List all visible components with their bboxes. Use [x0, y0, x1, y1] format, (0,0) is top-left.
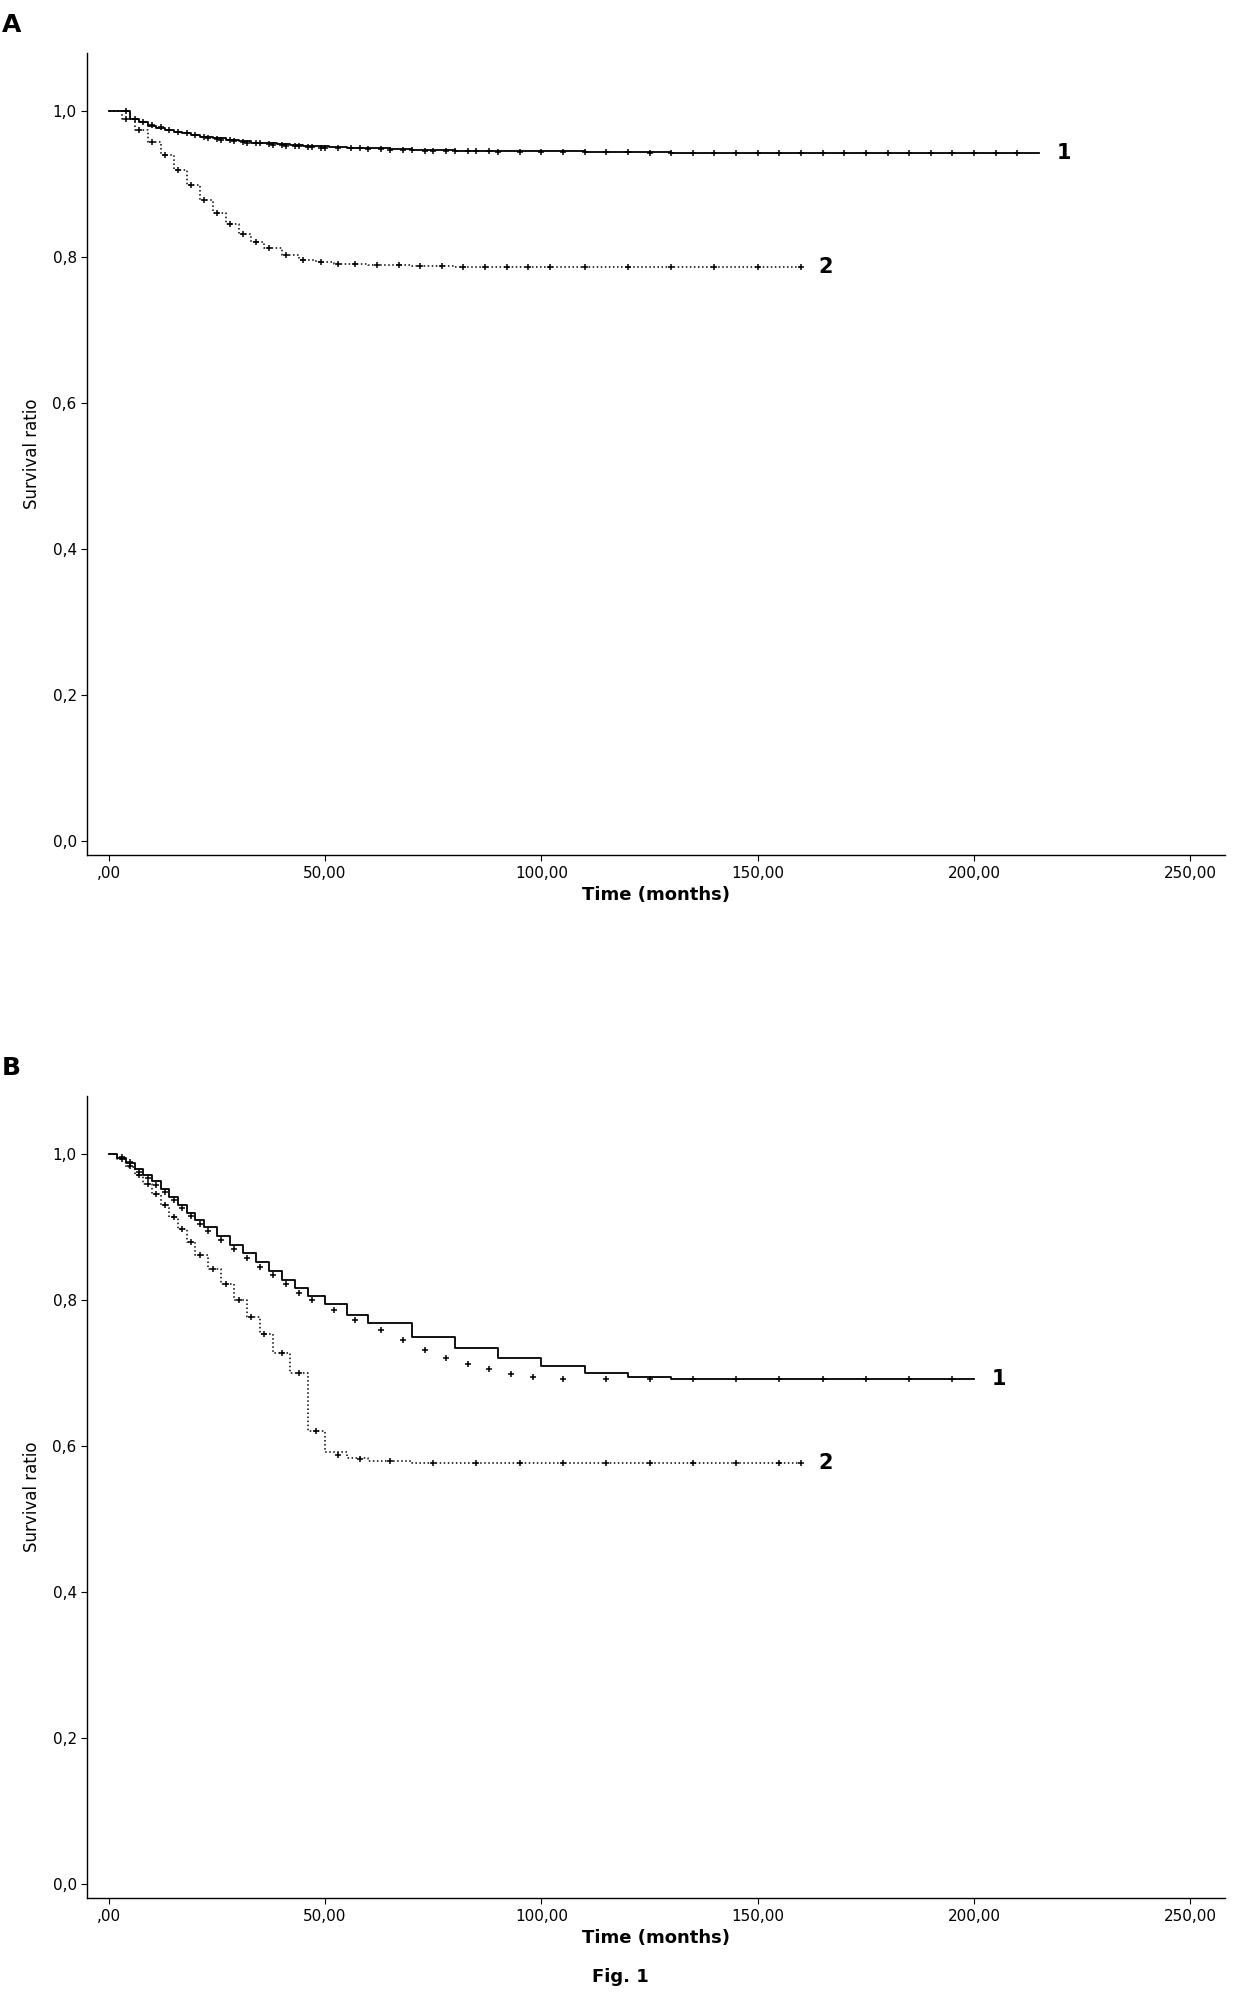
Text: 1: 1 — [991, 1369, 1006, 1388]
X-axis label: Time (months): Time (months) — [582, 1928, 730, 1946]
Text: 2: 2 — [818, 1454, 833, 1474]
Text: 2: 2 — [818, 257, 833, 277]
Text: A: A — [1, 12, 21, 38]
Text: Fig. 1: Fig. 1 — [591, 1968, 649, 1986]
Y-axis label: Survival ratio: Survival ratio — [24, 398, 41, 510]
Text: 1: 1 — [1056, 143, 1071, 163]
Text: B: B — [1, 1056, 21, 1080]
Y-axis label: Survival ratio: Survival ratio — [24, 1442, 41, 1552]
X-axis label: Time (months): Time (months) — [582, 886, 730, 904]
